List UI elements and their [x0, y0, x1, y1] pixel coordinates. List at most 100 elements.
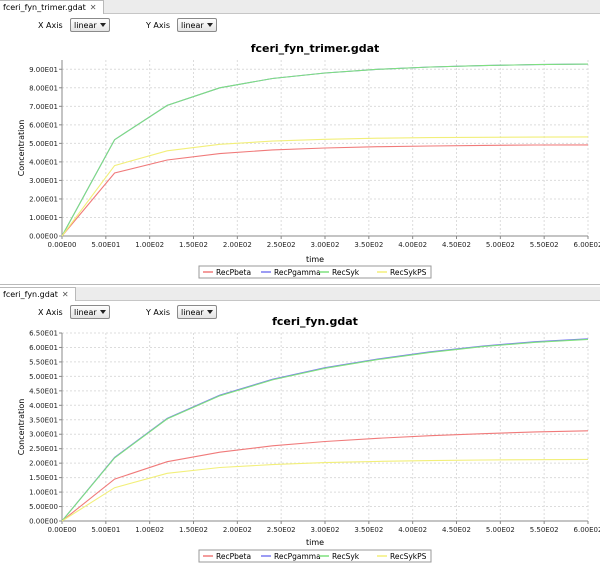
x-tick-label: 2.50E02: [267, 526, 296, 534]
x-tick-label: 3.50E02: [354, 526, 383, 534]
x-tick-label: 1.50E02: [179, 526, 208, 534]
legend-label: RecPgamma: [274, 268, 321, 277]
x-tick-label: 2.00E02: [223, 526, 252, 534]
y-axis-select[interactable]: linear: [177, 18, 217, 32]
chevron-down-icon: [207, 23, 213, 27]
y-tick-label: 1.50E01: [29, 474, 58, 482]
y-tick-label: 3.00E01: [29, 431, 58, 439]
close-icon[interactable]: ✕: [89, 2, 97, 12]
x-axis-title: time: [306, 255, 324, 264]
legend-label: RecPbeta: [216, 552, 251, 561]
close-icon[interactable]: ✕: [61, 289, 69, 299]
x-axis-label: X Axis: [38, 21, 63, 30]
x-tick-label: 4.50E02: [442, 526, 471, 534]
y-tick-label: 4.00E01: [29, 402, 58, 410]
x-tick-label: 1.00E02: [135, 241, 164, 249]
plot-panel-fyn: fceri_fyn.gdat ✕ X Axis linear Y Axis li…: [0, 287, 600, 573]
y-tick-label: 0.00E00: [29, 518, 58, 526]
y-tick-label: 0.00E00: [29, 233, 58, 241]
x-tick-label: 4.00E02: [398, 526, 427, 534]
x-axis-select[interactable]: linear: [70, 18, 110, 32]
legend-box: [198, 265, 432, 279]
y-axis-label: Y Axis: [146, 21, 171, 30]
x-tick-label: 4.50E02: [442, 241, 471, 249]
series-line-recpbeta: [61, 144, 589, 237]
tab-label: fceri_fyn_trimer.gdat: [3, 3, 86, 12]
tab-fceri-fyn[interactable]: fceri_fyn.gdat ✕: [0, 287, 76, 301]
y-tick-label: 3.50E01: [29, 416, 58, 424]
x-tick-label: 6.00E02: [574, 526, 600, 534]
x-axis-value: linear: [74, 307, 97, 317]
axis-controls: X Axis linear Y Axis linear: [0, 16, 600, 36]
tab-bar: fceri_fyn_trimer.gdat ✕: [0, 0, 600, 14]
y-tick-label: 2.00E01: [29, 195, 58, 203]
series-line-recsyk: [61, 63, 589, 237]
y-tick-label: 5.00E01: [29, 373, 58, 381]
x-tick-label: 2.00E02: [223, 241, 252, 249]
y-tick-label: 1.00E01: [29, 214, 58, 222]
y-tick-label: 2.00E01: [29, 460, 58, 468]
x-axis-title: time: [306, 538, 324, 547]
legend-label: RecPbeta: [216, 268, 251, 277]
y-tick-label: 6.00E01: [29, 344, 58, 352]
plot-panel-trimer: fceri_fyn_trimer.gdat ✕ X Axis linear Y …: [0, 0, 600, 285]
y-axis-title: Concentration: [17, 120, 26, 177]
y-tick-label: 9.00E01: [29, 66, 58, 74]
x-tick-label: 5.00E02: [486, 526, 515, 534]
chart-title: fceri_fyn.gdat: [272, 315, 358, 328]
y-tick-label: 8.00E01: [29, 84, 58, 92]
axis-controls: X Axis linear Y Axis linear: [0, 303, 600, 323]
x-tick-label: 5.00E02: [486, 241, 515, 249]
x-axis-label: X Axis: [38, 308, 63, 317]
y-tick-label: 7.00E01: [29, 103, 58, 111]
x-tick-label: 5.00E01: [91, 526, 120, 534]
y-axis-title: Concentration: [17, 399, 26, 456]
x-axis-value: linear: [74, 20, 97, 30]
series-line-recsyk: [61, 338, 589, 522]
y-tick-label: 6.00E01: [29, 121, 58, 129]
y-tick-label: 5.00E01: [29, 140, 58, 148]
y-tick-label: 1.00E01: [29, 489, 58, 497]
x-tick-label: 5.00E01: [91, 241, 120, 249]
legend-label: RecSykPS: [390, 552, 427, 561]
series-line-recsykps: [61, 136, 589, 237]
x-tick-label: 5.50E02: [530, 526, 559, 534]
y-tick-label: 4.00E01: [29, 158, 58, 166]
x-tick-label: 1.50E02: [179, 241, 208, 249]
tab-fceri-fyn-trimer[interactable]: fceri_fyn_trimer.gdat ✕: [0, 0, 104, 14]
x-tick-label: 1.00E02: [135, 526, 164, 534]
legend-label: RecSyk: [332, 552, 360, 561]
x-axis-select[interactable]: linear: [70, 305, 110, 319]
x-tick-label: 2.50E02: [267, 241, 296, 249]
legend-label: RecSykPS: [390, 268, 427, 277]
x-tick-label: 0.00E00: [48, 241, 77, 249]
line-chart-fyn: 0.00E00 5.00E01 1.00E02 1.50E02 2.00E02 2.50E…: [17, 315, 600, 563]
legend-box: [198, 549, 432, 563]
y-tick-label: 5.00E00: [29, 503, 58, 511]
x-tick-label: 3.00E02: [311, 526, 340, 534]
y-axis-value: linear: [181, 307, 204, 317]
x-tick-label: 3.50E02: [354, 241, 383, 249]
series-line-recsykps: [61, 458, 589, 522]
line-chart-trimer: 0.00E00 5.00E01 1.00E02 1.50E02 2.00E02 2.50E…: [17, 42, 600, 279]
y-axis-value: linear: [181, 20, 204, 30]
legend-label: RecSyk: [332, 268, 360, 277]
y-axis-select[interactable]: linear: [177, 305, 217, 319]
y-tick-label: 4.50E01: [29, 387, 58, 395]
x-tick-label: 0.00E00: [48, 526, 77, 534]
x-tick-label: 6.00E02: [574, 241, 600, 249]
y-tick-label: 6.50E01: [29, 330, 58, 338]
chevron-down-icon: [100, 23, 106, 27]
x-tick-label: 5.50E02: [530, 241, 559, 249]
chart-title: fceri_fyn_trimer.gdat: [251, 42, 380, 55]
y-tick-label: 2.50E01: [29, 445, 58, 453]
tab-bar: fceri_fyn.gdat ✕: [0, 287, 600, 301]
y-tick-label: 5.50E01: [29, 358, 58, 366]
y-axis-label: Y Axis: [146, 308, 171, 317]
series-line-recpbeta: [61, 430, 589, 522]
chevron-down-icon: [207, 310, 213, 314]
tab-label: fceri_fyn.gdat: [3, 290, 58, 299]
chevron-down-icon: [100, 310, 106, 314]
y-tick-label: 3.00E01: [29, 177, 58, 185]
x-tick-label: 3.00E02: [311, 241, 340, 249]
